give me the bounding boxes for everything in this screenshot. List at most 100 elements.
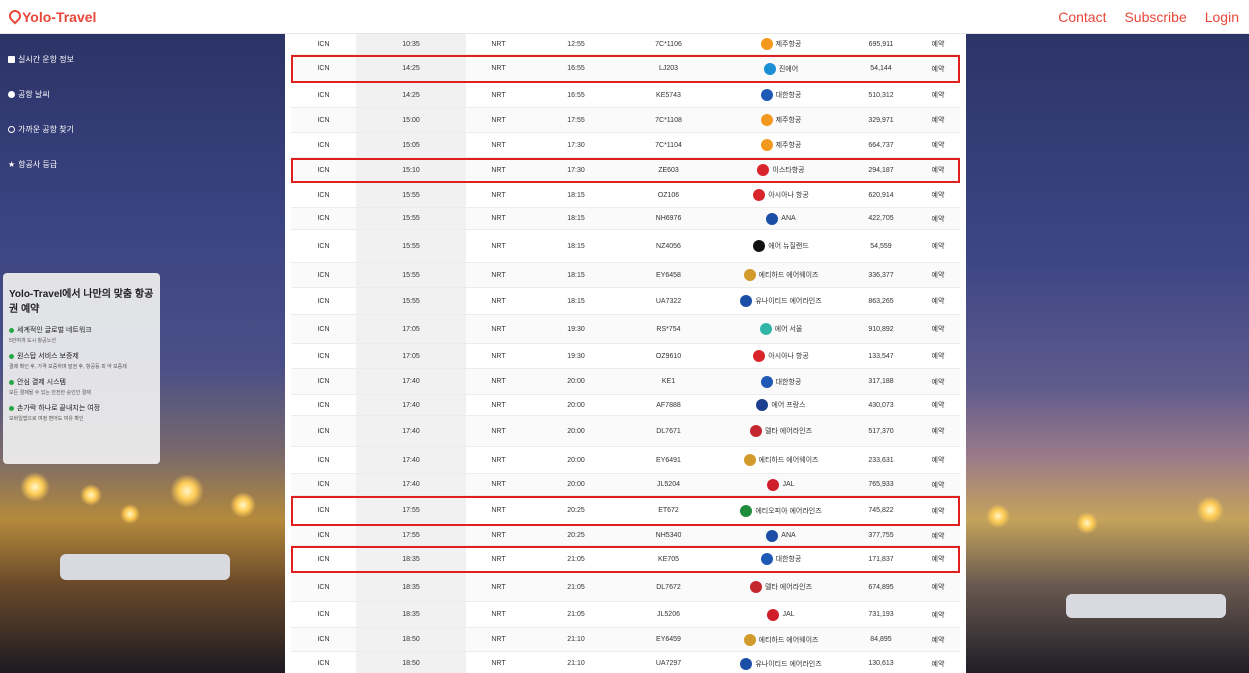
book-link-cell[interactable]: 예약 xyxy=(931,142,945,149)
table-row[interactable]: ICN 17:05 NRT 19:30 OZ9610 아시아나 항공 133,547 예약 xyxy=(291,344,960,369)
highlighted-table-row[interactable]: ICN 17:55 NRT 20:25 ET672 에티오피아 에어라인즈 745,822 예… xyxy=(291,496,960,526)
table-row[interactable]: ICN 15:55 NRT 18:15 OZ106 아시아나 항공 620,914 예약 xyxy=(291,183,960,208)
book-link-cell[interactable]: 예약 xyxy=(931,660,945,668)
arrival-airport-cell: NRT xyxy=(491,40,506,48)
nav-link-subscribe[interactable]: Subscribe xyxy=(1124,8,1187,25)
price-cell: 54,144 xyxy=(870,65,892,72)
star-icon: ★ xyxy=(8,160,16,169)
table-row[interactable]: ICN 18:35 NRT 21:05 DL7672 델타 에어라인즈 674,895 예약 xyxy=(291,573,960,602)
sidebar-item-airport-weather[interactable]: 공항 날씨 xyxy=(8,77,74,112)
table-row[interactable]: ICN 18:50 NRT 21:10 UA7297 유나이티드 에어라인즈 130,613… xyxy=(291,652,960,673)
brand-name: Yolo-Travel xyxy=(22,8,97,25)
arrival-airport-cell: NRT xyxy=(491,378,506,385)
book-link-cell[interactable]: 예약 xyxy=(931,402,945,409)
book-link-cell[interactable]: 예약 xyxy=(931,298,945,305)
nav-link-login[interactable]: Login xyxy=(1204,8,1239,25)
departure-time-cell: 17:40 xyxy=(356,369,466,394)
arrival-airport-cell: NRT xyxy=(491,242,506,250)
table-row[interactable]: ICN 15:00 NRT 17:55 7C*1108 제주항공 329,971 예약 xyxy=(291,108,960,133)
departure-time-cell: 17:40 xyxy=(356,395,466,415)
book-link-cell[interactable]: 예약 xyxy=(931,428,945,435)
price-cell: 54,559 xyxy=(870,242,892,250)
flight-number-cell: KE1 xyxy=(661,378,676,385)
highlighted-table-row[interactable]: ICN 15:10 NRT 17:30 ZE603 이스타항공 294,187 예약 xyxy=(291,158,960,183)
airline-logo-icon xyxy=(757,164,770,176)
feature-description: 모든 결제될 수 있는 안전한 승인인 결제 xyxy=(9,390,91,396)
table-row[interactable]: ICN 15:55 NRT 18:15 NZ4056 에어 뉴질랜드 54,559 예약 xyxy=(291,230,960,263)
table-row[interactable]: ICN 17:40 NRT 20:00 DL7671 델타 에어라인즈 517,370 예약 xyxy=(291,416,960,447)
book-link-cell[interactable]: 예약 xyxy=(931,192,945,199)
departure-airport-cell: ICN xyxy=(317,65,330,72)
arrival-time-cell: 20:00 xyxy=(567,378,585,385)
book-link-cell[interactable]: 예약 xyxy=(931,41,945,48)
book-link-cell[interactable]: 예약 xyxy=(931,584,945,591)
airline-name-cell: 제주항공 xyxy=(716,139,846,151)
nav-link-contact[interactable]: Contact xyxy=(1058,8,1107,25)
airline-name-cell: 에티하드 에어웨이즈 xyxy=(716,269,846,281)
book-link-cell[interactable]: 예약 xyxy=(931,215,945,223)
book-link-cell[interactable]: 예약 xyxy=(931,326,945,333)
departure-time-cell: 15:05 xyxy=(356,133,466,157)
brand-logo[interactable]: Yolo-Travel xyxy=(8,9,96,25)
table-row[interactable]: ICN 15:55 NRT 18:15 UA7322 유나이티드 에어라인즈 863,265… xyxy=(291,288,960,315)
book-link-cell[interactable]: 예약 xyxy=(931,611,945,619)
book-link-cell[interactable]: 예약 xyxy=(931,272,945,279)
airline-name: JAL xyxy=(782,481,795,488)
book-link-cell[interactable]: 예약 xyxy=(931,167,945,174)
table-row[interactable]: ICN 17:55 NRT 20:25 NH5340 ANA 377,755 예약 xyxy=(291,526,960,546)
flight-number-cell: EY6491 xyxy=(656,456,681,464)
table-row[interactable]: ICN 15:55 NRT 18:15 EY6458 에티하드 에어웨이즈 336,377 예… xyxy=(291,263,960,288)
book-link-cell[interactable]: 예약 xyxy=(931,532,945,540)
table-row[interactable]: ICN 14:25 NRT 16:55 KE5743 대한항공 510,312 예약 xyxy=(291,83,960,108)
price-cell: 171,837 xyxy=(868,555,894,563)
book-link-cell[interactable]: 예약 xyxy=(931,457,945,464)
book-link-cell[interactable]: 예약 xyxy=(931,556,945,563)
table-row[interactable]: ICN 17:40 NRT 20:00 KE1 대한항공 317,188 예약 xyxy=(291,369,960,395)
book-link-cell[interactable]: 예약 xyxy=(931,636,945,644)
price-cell: 336,377 xyxy=(868,271,894,279)
book-link-cell[interactable]: 예약 xyxy=(931,481,945,489)
airline-logo-icon xyxy=(760,139,773,151)
sidebar-item-airline-rating[interactable]: ★ 항공사 등급 xyxy=(8,147,74,182)
table-row[interactable]: ICN 17:40 NRT 20:00 AF7888 에어 프랑스 430,073 예약 xyxy=(291,395,960,416)
arrival-airport-cell: NRT xyxy=(491,481,506,488)
sidebar-item-label: 공항 날씨 xyxy=(18,90,50,99)
airplane-image xyxy=(60,554,230,580)
arrival-time-cell: 20:25 xyxy=(567,507,585,514)
book-link-cell[interactable]: 예약 xyxy=(931,117,945,124)
book-link-cell[interactable]: 예약 xyxy=(931,65,945,73)
table-row[interactable]: ICN 15:55 NRT 18:15 NH6976 ANA 422,705 예약 xyxy=(291,208,960,230)
airline-name-cell: 델타 에어라인즈 xyxy=(716,581,846,593)
table-row[interactable]: ICN 18:35 NRT 21:05 JL5206 JAL 731,193 예약 xyxy=(291,602,960,628)
airline-name-cell: 제주항공 xyxy=(716,114,846,126)
table-row[interactable]: ICN 17:05 NRT 19:30 RS*754 에어 서울 910,892 예약 xyxy=(291,315,960,344)
highlighted-table-row[interactable]: ICN 18:35 NRT 21:05 KE705 대한항공 171,837 예약 xyxy=(291,546,960,573)
table-row[interactable]: ICN 18:50 NRT 21:10 EY6459 에티하드 에어웨이즈 84,895 예약 xyxy=(291,628,960,652)
table-row[interactable]: ICN 10:35 NRT 12:55 7C*1106 제주항공 695,911 예약 xyxy=(291,34,960,55)
airline-name-cell: 델타 에어라인즈 xyxy=(716,425,846,437)
sidebar-item-nearby-airports[interactable]: 가까운 공항 찾기 xyxy=(8,112,74,147)
arrival-time-cell: 20:00 xyxy=(567,427,585,435)
price-cell: 233,631 xyxy=(868,456,894,464)
feature-title: 세계적인 글로벌 네트워크 xyxy=(17,327,92,334)
departure-time-cell: 14:25 xyxy=(356,55,466,82)
book-link-cell[interactable]: 예약 xyxy=(931,92,945,99)
departure-airport-cell: ICN xyxy=(317,532,330,539)
airport-light xyxy=(986,504,1010,528)
price-cell: 745,822 xyxy=(868,507,894,514)
table-row[interactable]: ICN 15:05 NRT 17:30 7C*1104 제주항공 664,737 예약 xyxy=(291,133,960,158)
departure-time-cell: 15:55 xyxy=(356,288,466,314)
book-link-cell[interactable]: 예약 xyxy=(931,507,945,515)
book-link-cell[interactable]: 예약 xyxy=(931,243,945,250)
arrival-time-cell: 12:55 xyxy=(567,40,585,48)
book-link-cell[interactable]: 예약 xyxy=(931,353,945,360)
book-link-cell[interactable]: 예약 xyxy=(931,378,945,386)
sidebar-item-realtime-flights[interactable]: 실시간 운항 정보 xyxy=(8,42,74,77)
table-row[interactable]: ICN 17:40 NRT 20:00 JL5204 JAL 765,933 예약 xyxy=(291,474,960,496)
departure-airport-cell: ICN xyxy=(317,325,330,333)
table-row[interactable]: ICN 17:40 NRT 20:00 EY6491 에티하드 에어웨이즈 233,631 예… xyxy=(291,447,960,474)
arrival-airport-cell: NRT xyxy=(491,325,506,333)
arrival-time-cell: 17:55 xyxy=(567,116,585,124)
highlighted-table-row[interactable]: ICN 14:25 NRT 16:55 LJ203 진에어 54,144 예약 xyxy=(291,55,960,83)
feature-title: 안심 결제 시스템 xyxy=(17,379,66,386)
